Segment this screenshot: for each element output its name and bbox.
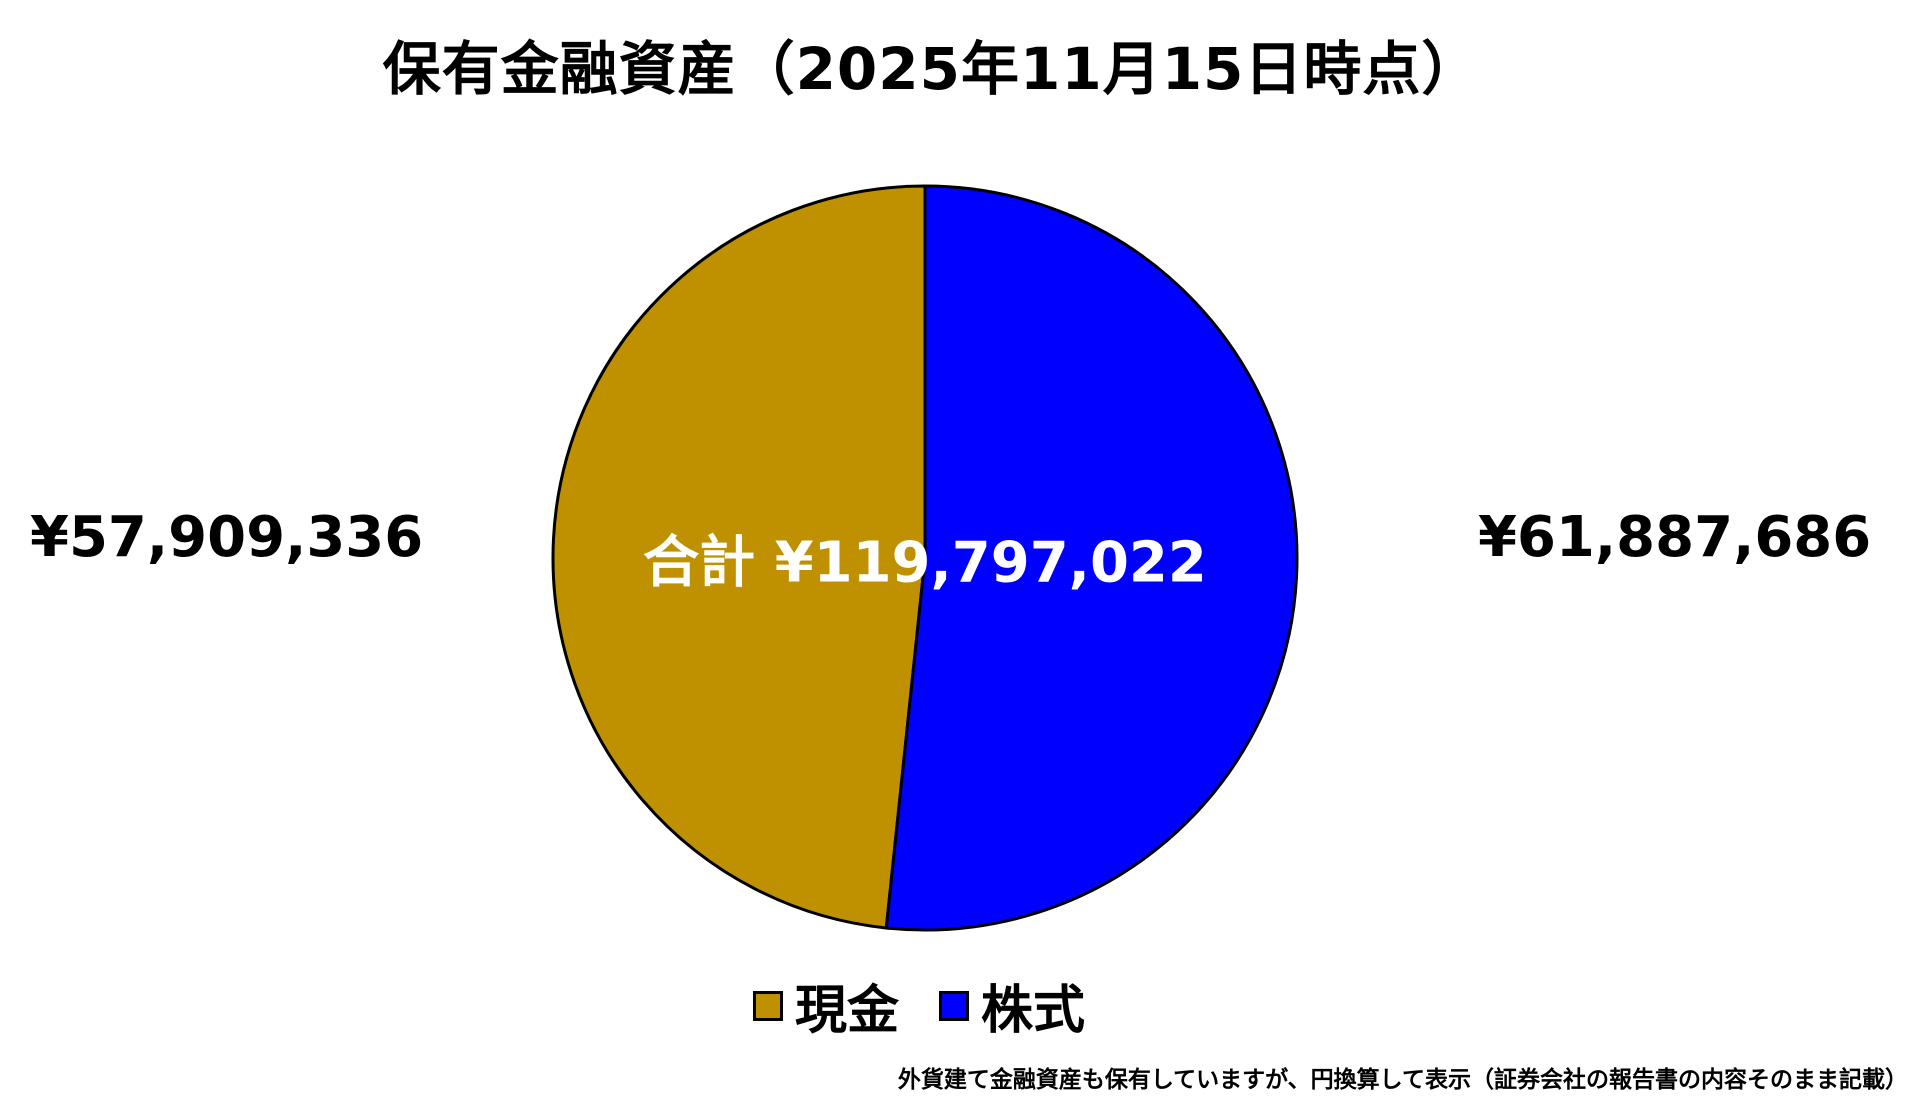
- legend-item-cash: 現金: [753, 968, 899, 1043]
- cash-value-label: ¥57,909,336: [30, 505, 424, 570]
- chart-title: 保有金融資産（2025年11月15日時点）: [382, 35, 1481, 103]
- total-label: 合計 ¥119,797,022: [643, 530, 1207, 596]
- legend-label-cash: 現金: [795, 981, 900, 1041]
- legend-label-stock: 株式: [981, 981, 1086, 1041]
- footnote: 外貨建て金融資産も保有していますが、円換算して表示（証券会社の報告書の内容そのま…: [897, 1067, 1908, 1093]
- legend-swatch-cash: [753, 990, 783, 1021]
- pie-slice-cash: [551, 184, 927, 930]
- legend-item-stock: 株式: [939, 968, 1085, 1043]
- legend-swatch-stock: [939, 990, 970, 1021]
- stock-value-label: ¥61,887,686: [1478, 505, 1872, 570]
- pie-slice-stock: [884, 184, 1299, 932]
- legend: 現金 株式: [753, 968, 1125, 1043]
